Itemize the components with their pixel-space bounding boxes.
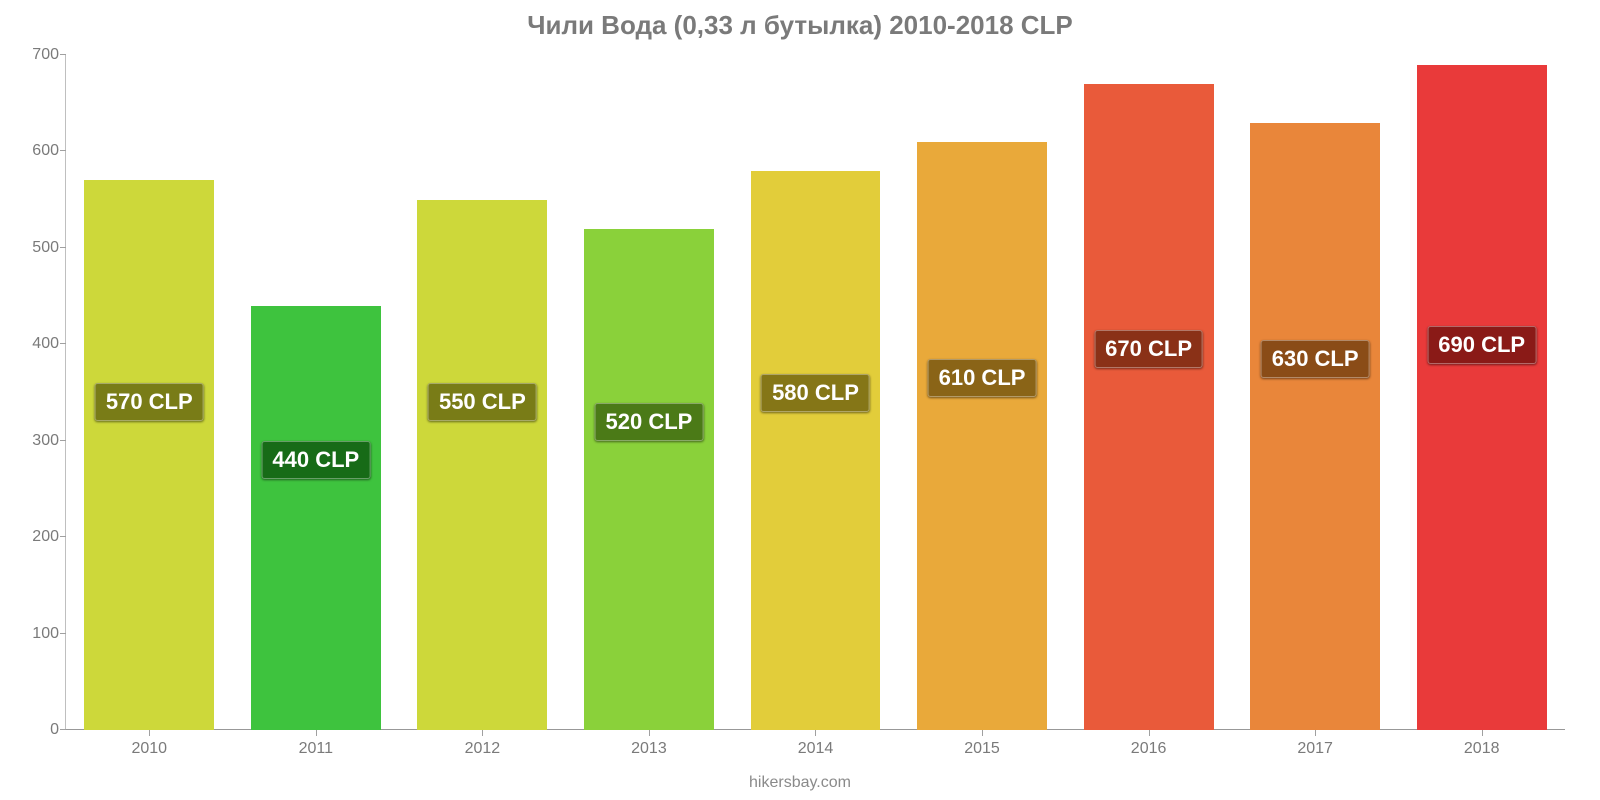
- x-tick-label: 2011: [299, 740, 333, 758]
- x-tick-mark: [316, 730, 317, 736]
- x-tick-mark: [1315, 730, 1316, 736]
- x-tick-label: 2015: [964, 740, 1000, 758]
- bar-slot: 440 CLP2011: [233, 55, 400, 730]
- bar-slot: 610 CLP2015: [899, 55, 1066, 730]
- y-tick-mark: [60, 343, 66, 344]
- bar-slot: 550 CLP2012: [399, 55, 566, 730]
- bar: [84, 180, 214, 730]
- y-tick-label: 500: [11, 239, 59, 257]
- bar: [751, 171, 881, 730]
- chart-container: Чили Вода (0,33 л бутылка) 2010-2018 CLP…: [0, 0, 1600, 800]
- bar: [1417, 65, 1547, 730]
- x-tick-mark: [649, 730, 650, 736]
- bar-slot: 670 CLP2016: [1065, 55, 1232, 730]
- x-tick-mark: [1482, 730, 1483, 736]
- y-tick-label: 0: [11, 721, 59, 739]
- x-tick-label: 2013: [631, 740, 667, 758]
- bar: [251, 306, 381, 730]
- bar: [584, 229, 714, 730]
- y-tick-label: 300: [11, 432, 59, 450]
- y-tick-mark: [60, 247, 66, 248]
- bar-value-label: 690 CLP: [1427, 326, 1536, 364]
- bar-slot: 690 CLP2018: [1398, 55, 1565, 730]
- bar-value-label: 550 CLP: [428, 383, 537, 421]
- chart-title: Чили Вода (0,33 л бутылка) 2010-2018 CLP: [0, 10, 1600, 41]
- bar: [1250, 123, 1380, 731]
- y-tick-mark: [60, 729, 66, 730]
- x-tick-mark: [982, 730, 983, 736]
- bar-value-label: 520 CLP: [595, 403, 704, 441]
- y-tick-label: 400: [11, 335, 59, 353]
- bar-value-label: 440 CLP: [261, 441, 370, 479]
- y-tick-label: 700: [11, 46, 59, 64]
- bar: [1084, 84, 1214, 730]
- bar-slot: 520 CLP2013: [566, 55, 733, 730]
- bar-value-label: 570 CLP: [95, 383, 204, 421]
- bars-group: 570 CLP2010440 CLP2011550 CLP2012520 CLP…: [66, 55, 1565, 730]
- y-tick-label: 200: [11, 528, 59, 546]
- x-tick-label: 2016: [1131, 740, 1167, 758]
- bar-value-label: 610 CLP: [928, 359, 1037, 397]
- x-tick-label: 2017: [1297, 740, 1333, 758]
- plot-area: 570 CLP2010440 CLP2011550 CLP2012520 CLP…: [65, 55, 1565, 730]
- x-tick-mark: [1149, 730, 1150, 736]
- y-tick-label: 100: [11, 625, 59, 643]
- attribution-text: hikersbay.com: [0, 774, 1600, 792]
- bar-slot: 570 CLP2010: [66, 55, 233, 730]
- bar-value-label: 670 CLP: [1094, 330, 1203, 368]
- x-tick-label: 2010: [131, 740, 167, 758]
- y-tick-mark: [60, 633, 66, 634]
- x-tick-mark: [149, 730, 150, 736]
- bar-value-label: 630 CLP: [1261, 340, 1370, 378]
- x-tick-mark: [482, 730, 483, 736]
- x-tick-label: 2018: [1464, 740, 1500, 758]
- x-tick-label: 2012: [465, 740, 501, 758]
- y-tick-label: 600: [11, 142, 59, 160]
- y-tick-mark: [60, 440, 66, 441]
- bar-slot: 630 CLP2017: [1232, 55, 1399, 730]
- x-tick-mark: [815, 730, 816, 736]
- y-tick-mark: [60, 54, 66, 55]
- bar: [917, 142, 1047, 730]
- bar: [417, 200, 547, 730]
- x-tick-label: 2014: [798, 740, 834, 758]
- bar-value-label: 580 CLP: [761, 374, 870, 412]
- y-tick-mark: [60, 536, 66, 537]
- y-tick-mark: [60, 150, 66, 151]
- bar-slot: 580 CLP2014: [732, 55, 899, 730]
